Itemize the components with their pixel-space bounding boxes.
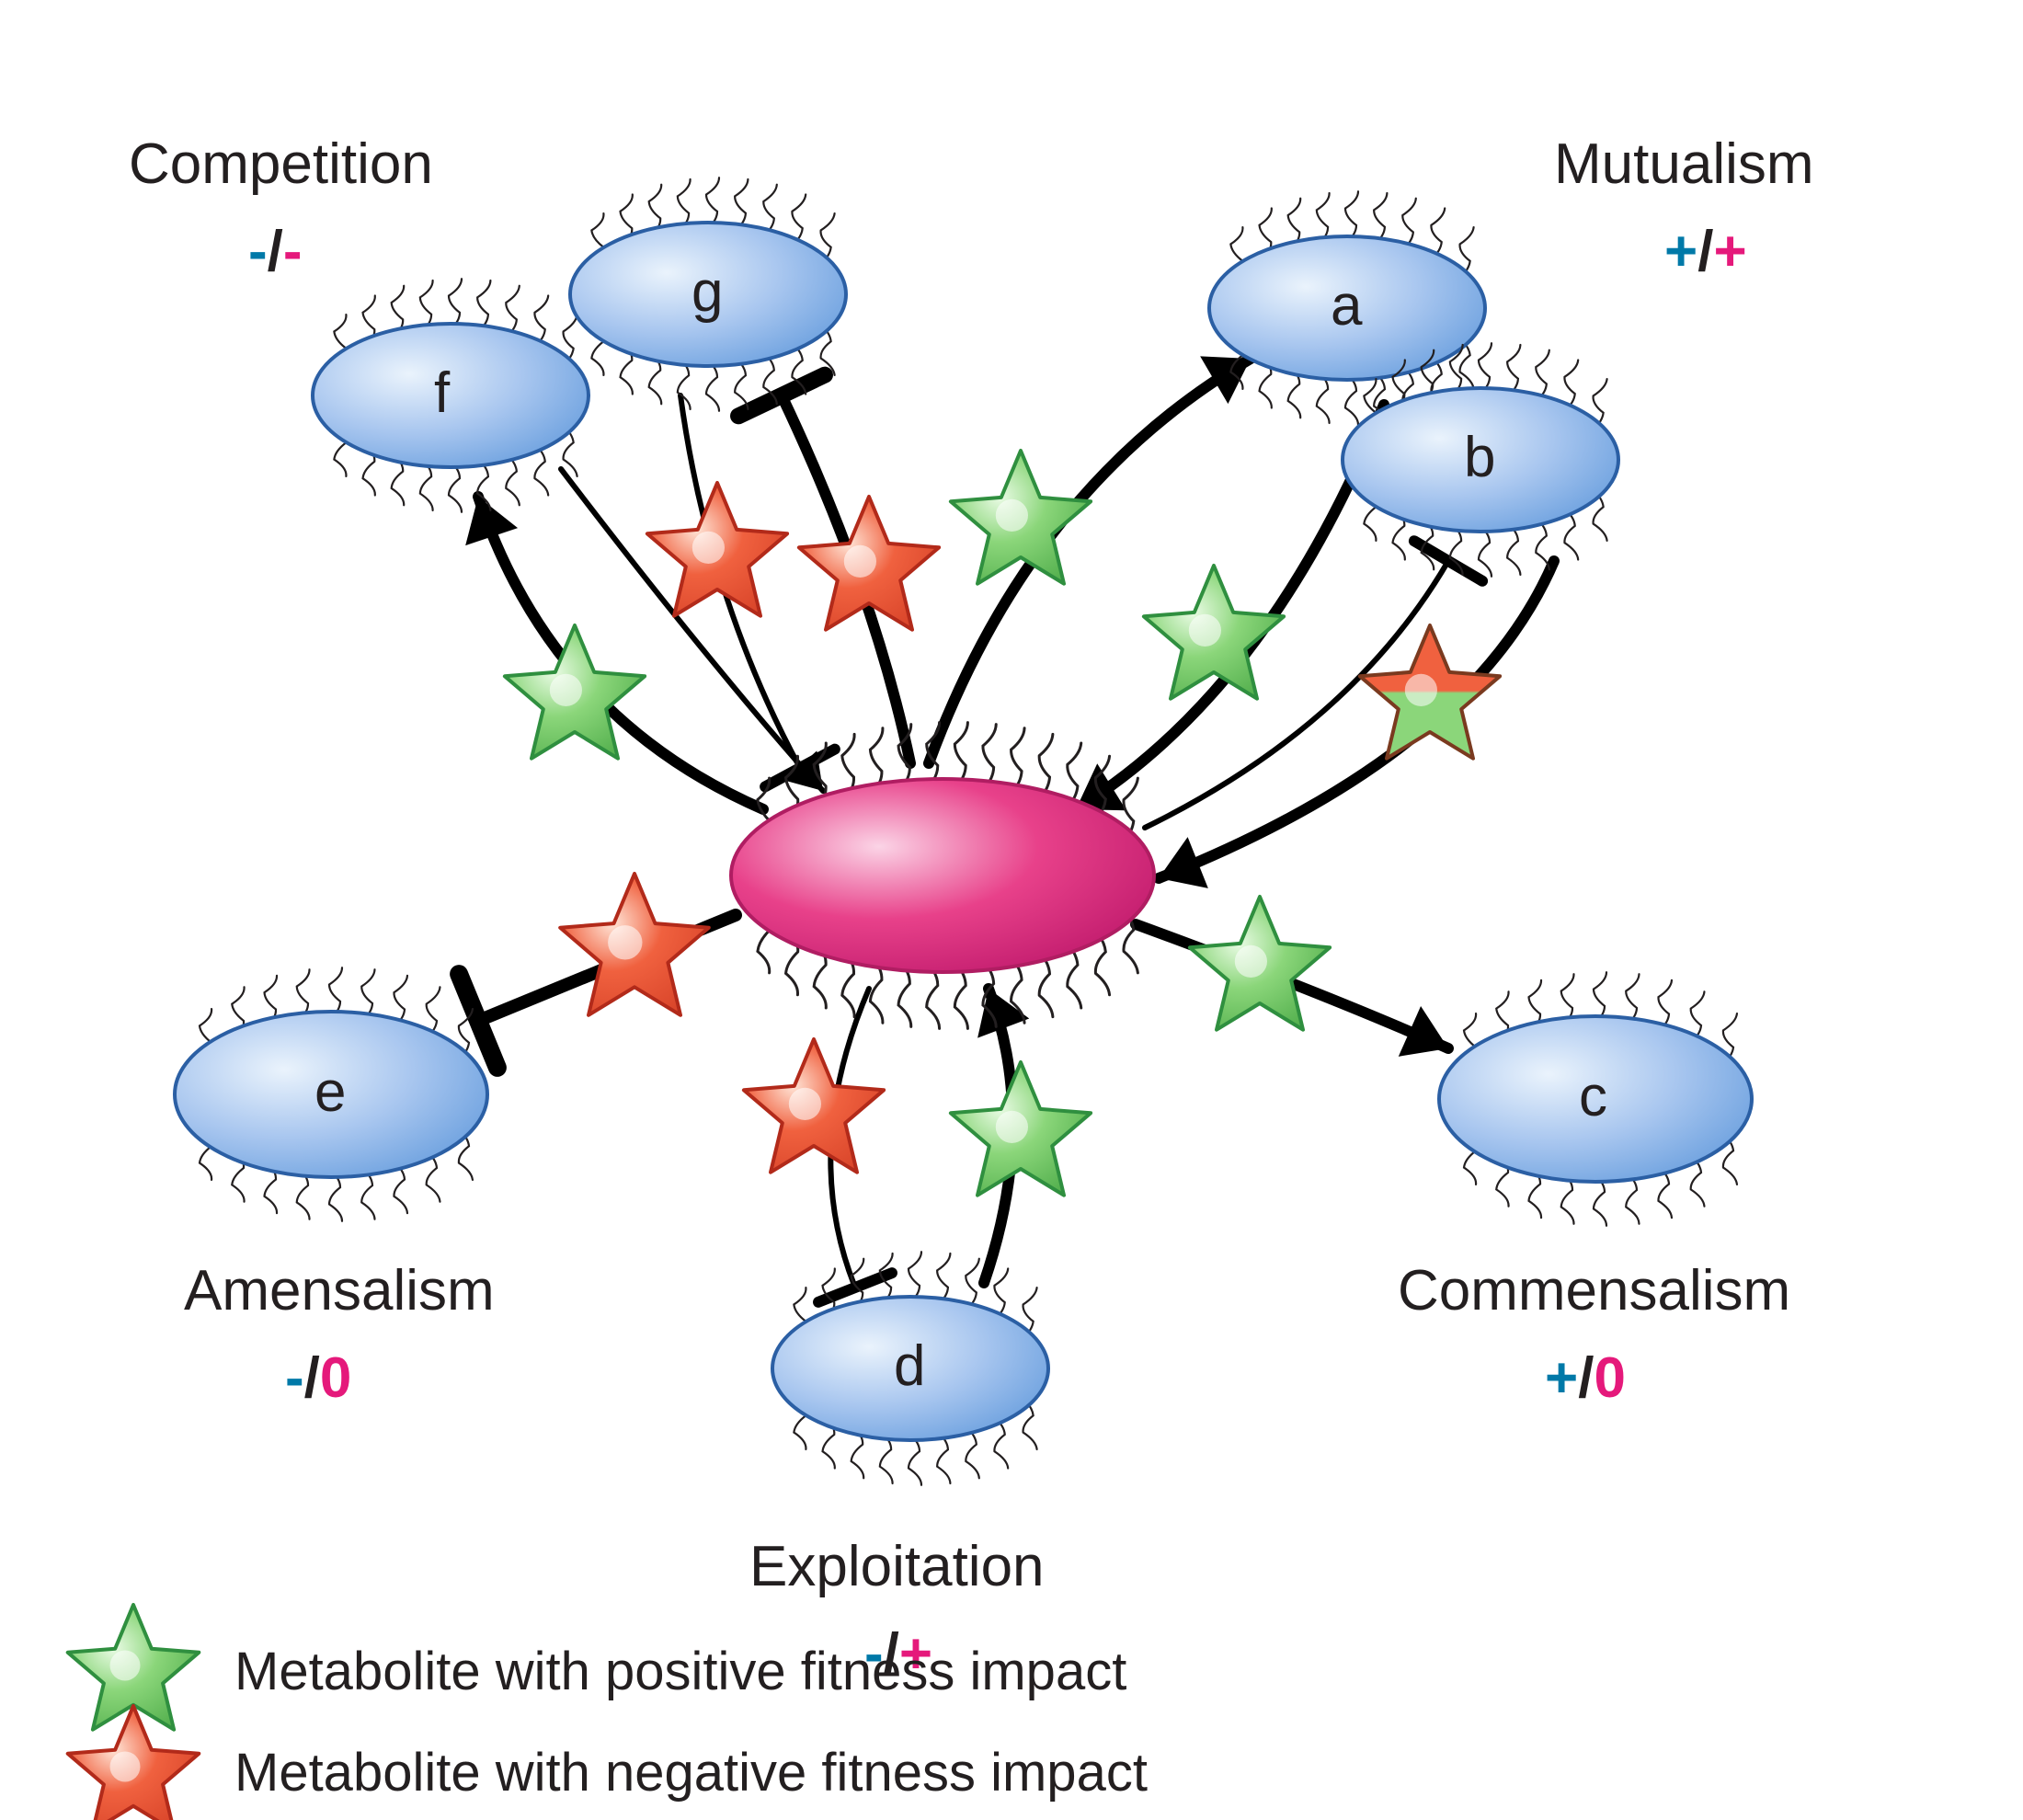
green-star-icon (951, 451, 1091, 584)
category-title-competition: Competition (129, 133, 433, 196)
sign-left: + (1664, 220, 1697, 283)
node-label-a: a (1331, 275, 1362, 338)
node-label-e: e (314, 1061, 346, 1124)
legend-text-red: Metabolite with negative fitness impact (234, 1744, 1148, 1803)
diagram-stage: abcdefgCompetition-/-Mutualism+/+Amensal… (0, 0, 2023, 1820)
green-star-icon (1144, 566, 1284, 699)
red-star-icon (68, 1706, 200, 1820)
green-star-icon (1190, 897, 1330, 1030)
node-label-d: d (894, 1335, 925, 1398)
green-star-icon (505, 625, 645, 759)
category-title-mutualism: Mutualism (1554, 133, 1814, 196)
red-star-icon (744, 1039, 884, 1173)
category-sign-commensalism: +/0 (1545, 1347, 1626, 1410)
redgreen-star-icon (1360, 625, 1500, 759)
green-star-icon (951, 1062, 1091, 1196)
sign-right: 0 (320, 1346, 351, 1410)
sign-left: - (248, 220, 268, 283)
central-cell (731, 723, 1154, 1029)
sign-right: 0 (1594, 1346, 1625, 1410)
category-title-exploitation: Exploitation (749, 1536, 1045, 1598)
sign-right: + (1713, 220, 1746, 283)
red-star-icon (647, 483, 787, 616)
sign-slash: / (268, 220, 283, 283)
node-label-f: f (434, 362, 450, 425)
sign-slash: / (1578, 1346, 1594, 1410)
category-title-commensalism: Commensalism (1398, 1260, 1790, 1322)
sign-slash: / (304, 1346, 320, 1410)
category-sign-competition: -/- (248, 221, 303, 283)
category-title-amensalism: Amensalism (184, 1260, 495, 1322)
cell-f (313, 279, 589, 512)
red-star-icon (560, 874, 709, 1015)
node-label-b: b (1464, 427, 1495, 489)
node-label-g: g (691, 261, 723, 324)
category-sign-amensalism: -/0 (285, 1347, 351, 1410)
node-label-c: c (1579, 1066, 1607, 1128)
sign-left: + (1545, 1346, 1578, 1410)
sign-slash: / (1697, 220, 1713, 283)
legend-text-green: Metabolite with positive fitness impact (234, 1643, 1126, 1701)
sign-left: - (285, 1346, 304, 1410)
category-sign-mutualism: +/+ (1664, 221, 1747, 283)
sign-right: - (283, 220, 303, 283)
